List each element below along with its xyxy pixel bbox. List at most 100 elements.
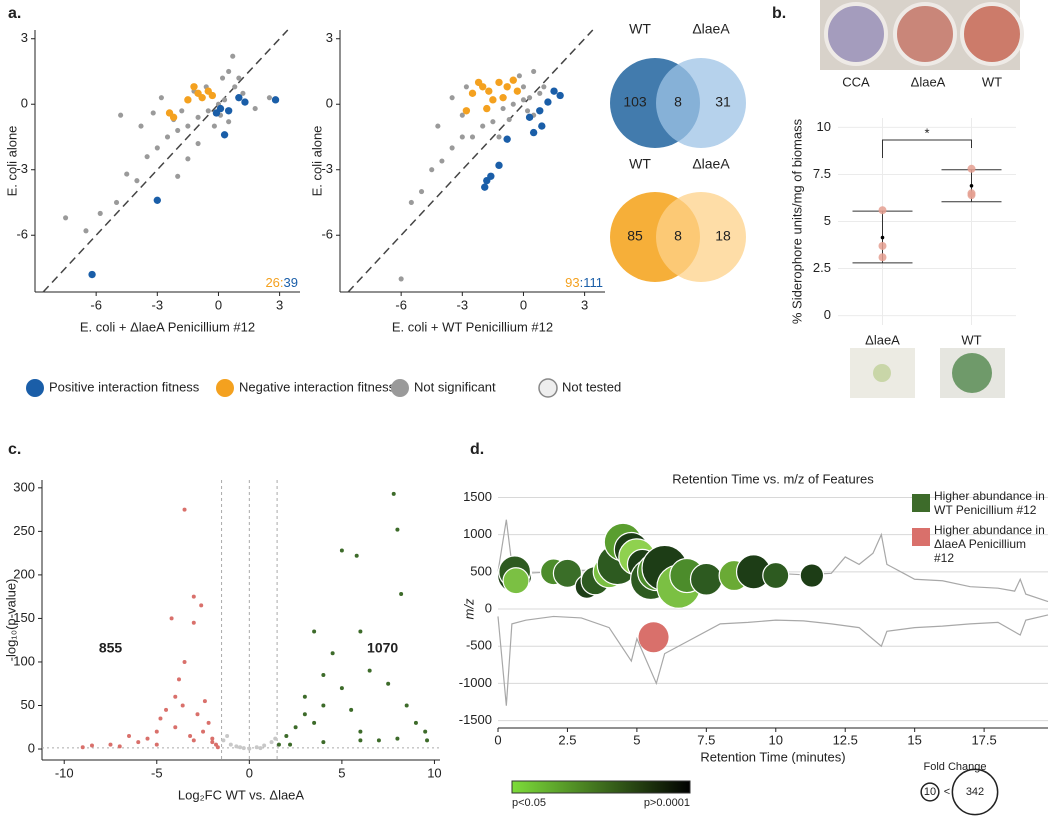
point: [247, 746, 252, 751]
group-count: 1070: [367, 640, 398, 656]
point: [878, 253, 887, 262]
point: [241, 98, 249, 106]
point: [240, 90, 246, 96]
point: [386, 681, 391, 686]
well-label: WT: [982, 74, 1002, 89]
point: [536, 107, 544, 115]
point: [219, 75, 226, 81]
point: [349, 707, 354, 712]
point: [258, 746, 263, 751]
x-axis-label: E. coli + ΔlaeA Penicillium #12: [80, 319, 255, 334]
x-tick-label: WT: [961, 332, 981, 347]
point: [88, 270, 96, 279]
point: [878, 206, 887, 215]
y-tick-label: 3: [21, 30, 28, 45]
point: [449, 95, 455, 101]
point: [164, 707, 169, 712]
point: [395, 736, 400, 741]
point: [435, 123, 441, 129]
point: [169, 616, 174, 621]
venn-label: ΔlaeA: [692, 21, 730, 37]
point: [211, 123, 217, 129]
point: [236, 75, 242, 81]
venn-count: 31: [715, 94, 731, 110]
x-axis-label: Retention Time (minutes): [700, 749, 845, 764]
point: [967, 164, 976, 173]
point: [429, 167, 435, 173]
venn-count: 18: [715, 228, 731, 244]
count-part: 26: [265, 275, 279, 290]
x-tick-label: 0: [494, 732, 501, 747]
point: [202, 699, 207, 704]
point: [195, 140, 201, 147]
point: [459, 112, 465, 118]
point: [169, 113, 178, 122]
point: [284, 733, 289, 738]
legend-marker: [538, 378, 558, 398]
point: [252, 106, 258, 112]
point: [173, 725, 178, 730]
point: [206, 720, 211, 725]
point: [490, 119, 496, 125]
well-label: ΔlaeA: [911, 74, 946, 89]
point: [480, 123, 486, 129]
count-part: :: [280, 275, 284, 290]
y-tick-label: -3: [321, 161, 333, 176]
point: [468, 89, 477, 97]
size-legend-circle: [920, 782, 940, 802]
point: [195, 114, 201, 120]
size-legend-title: Fold Change: [924, 761, 987, 773]
point: [210, 736, 215, 741]
point: [495, 161, 503, 170]
count-part: :: [580, 275, 584, 290]
size-legend-label: 342: [966, 786, 984, 798]
point: [266, 95, 272, 101]
point: [154, 742, 159, 747]
colony: [952, 353, 992, 393]
point: [312, 629, 317, 634]
y-tick-label: -500: [466, 638, 492, 653]
point: [459, 134, 465, 140]
point: [500, 106, 506, 112]
point: [185, 123, 191, 129]
point: [226, 119, 232, 125]
count-part: 111: [583, 275, 603, 290]
point: [449, 145, 455, 151]
point: [215, 745, 220, 750]
x-tick-label: -6: [90, 297, 102, 312]
point: [150, 110, 156, 116]
count-label: 93:111: [565, 275, 603, 290]
venn-count: 8: [674, 228, 682, 244]
point: [489, 96, 497, 104]
point: [164, 134, 171, 140]
point: [118, 112, 124, 118]
point: [495, 78, 503, 87]
point: [967, 191, 976, 200]
point: [154, 729, 159, 734]
point: [541, 84, 547, 90]
panel-label: d.: [470, 441, 484, 458]
x-tick-label: 3: [276, 297, 283, 312]
point: [238, 745, 243, 750]
x-tick-label: 5: [338, 765, 345, 780]
y-tick-label: -3: [16, 161, 28, 176]
y-axis-label: m/z: [461, 598, 476, 619]
point: [391, 491, 396, 496]
point: [179, 108, 185, 114]
point: [339, 686, 344, 691]
well: [824, 2, 888, 66]
point: [358, 629, 363, 634]
point: [138, 123, 144, 129]
group-count: 855: [99, 640, 123, 656]
point: [520, 97, 527, 103]
point: [230, 53, 236, 59]
x-tick-label: -3: [457, 297, 469, 312]
legend-label: Negative interaction fitness: [239, 379, 396, 394]
legend-label: Higher abundance in WT Penicillium #12: [934, 489, 1045, 517]
point: [199, 603, 204, 608]
point: [487, 172, 495, 180]
point: [220, 131, 229, 139]
point: [180, 703, 185, 708]
x-tick-label: 0: [520, 297, 527, 312]
